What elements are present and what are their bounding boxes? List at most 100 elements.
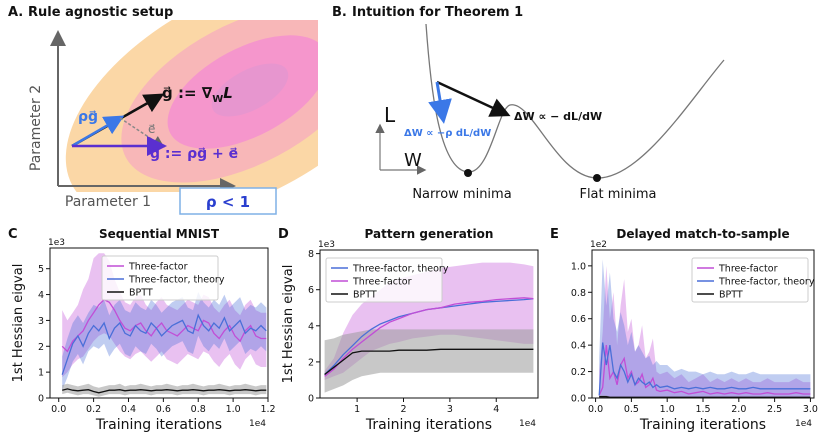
legend-label: BPTT xyxy=(353,290,377,301)
panel-b-title: Intuition for Theorem 1 xyxy=(352,5,523,20)
legend-label: Three-factor xyxy=(128,262,188,273)
y-tick-label: 8 xyxy=(308,249,314,260)
legend-box xyxy=(691,257,809,303)
x-axis-label: Training iterations xyxy=(365,417,492,433)
flat-minimum-point xyxy=(593,174,601,182)
axis-W-label: W xyxy=(404,150,422,171)
legend-label: BPTT xyxy=(719,290,743,301)
series-line xyxy=(598,345,811,396)
rho-g-arrow xyxy=(71,115,125,148)
y-tick-label: 4 xyxy=(308,321,314,332)
chart-c: C Sequential MNIST 0.0 0.2 0.4 0.6 0.8 1.0 1.2 0 1… xyxy=(8,227,276,433)
panel-label: E xyxy=(550,227,559,242)
series-line xyxy=(62,388,267,394)
param2-label: Parameter 2 xyxy=(28,85,44,171)
axis-L-label: L xyxy=(384,103,396,127)
eq-approx-grad: ĝ⃗ := ρg⃗ + e⃗ xyxy=(150,146,238,162)
series-line xyxy=(61,298,267,353)
legend-label: Three-factor, theory xyxy=(718,277,815,288)
x-tick-label: 1 xyxy=(354,404,360,415)
rho-condition-box xyxy=(179,187,277,215)
confidence-band xyxy=(324,329,534,393)
y-multiplier: 1e2 xyxy=(590,240,607,250)
confidence-band xyxy=(324,262,534,380)
x-tick-label: 4 xyxy=(493,404,499,415)
y-tick-label: 0.0 xyxy=(571,394,586,405)
eq-flat-step: ΔW ∝ − dL/dW xyxy=(514,110,602,123)
x-multiplier: 1e4 xyxy=(249,419,266,429)
eq-noise: e⃗ xyxy=(148,122,155,136)
y-tick-label: 3 xyxy=(38,316,44,327)
x-axis-label: Training iterations xyxy=(95,417,222,433)
y-tick-label: 2 xyxy=(38,342,44,353)
plot-frame xyxy=(319,249,539,399)
panel-a-label: A. xyxy=(8,5,23,20)
contour-core xyxy=(211,63,289,117)
rho-condition: ρ < 1 xyxy=(206,193,250,211)
narrow-minima-label: Narrow minima xyxy=(412,187,511,202)
x-multiplier: 1e4 xyxy=(795,419,812,429)
y-tick-label: 0.2 xyxy=(571,367,586,378)
eq-rho-g: ρg⃗ xyxy=(78,109,98,125)
y-tick-label: 0 xyxy=(308,394,314,405)
x-axis-label: Training iterations xyxy=(639,417,766,433)
chart-e: E Delayed match-to-sample 0.0 0.5 1.0 1.5 2.0 2… xyxy=(550,227,818,433)
plot-frame xyxy=(49,247,269,399)
x-tick-label: 1.0 xyxy=(226,404,241,415)
x-tick-label: 1.5 xyxy=(695,404,710,415)
confidence-band xyxy=(599,265,811,398)
eq-narrow-step: ΔW ∝ −ρ dL/dW xyxy=(404,128,491,139)
y-tick-label: 0.4 xyxy=(571,341,586,352)
y-tick-label: 0 xyxy=(38,394,44,405)
series-line xyxy=(324,348,534,376)
chart-title: Sequential MNIST xyxy=(99,227,220,241)
chart-d: D Pattern generation 1 2 3 4 0 2 4 6 8 1e3 1e4 Traini… xyxy=(278,227,539,433)
x-tick-label: 2 xyxy=(400,404,406,415)
x-tick-label: 2.5 xyxy=(767,404,782,415)
legend-box xyxy=(325,257,443,303)
flat-minima-label: Flat minima xyxy=(579,187,656,202)
x-tick-label: 1.0 xyxy=(660,404,675,415)
y-axis-label: 1st Hessian eigval xyxy=(11,264,26,383)
panel-b: B. Intuition for Theorem 1 L W ΔW ∝ −ρ d… xyxy=(332,5,725,202)
x-tick-label: 0.0 xyxy=(588,404,603,415)
y-tick-label: 6 xyxy=(308,285,314,296)
x-multiplier: 1e4 xyxy=(519,419,536,429)
loss-landscape-curve xyxy=(425,23,725,179)
series-line xyxy=(598,342,811,396)
full-gradient-step xyxy=(436,80,511,117)
confidence-band xyxy=(599,259,811,398)
legend-label: Three-factor xyxy=(718,264,778,275)
panel-a: A. Rule agnostic setup Parameter 2 Param… xyxy=(8,5,318,215)
y-tick-label: 1 xyxy=(38,368,44,379)
y-tick-label: 0.6 xyxy=(571,314,586,325)
x-tick-label: 0.4 xyxy=(121,404,136,415)
y-tick-label: 5 xyxy=(38,264,44,275)
legend-label: Three-factor, theory xyxy=(352,264,449,275)
x-tick-label: 3 xyxy=(447,404,453,415)
series-line xyxy=(61,313,267,375)
x-tick-label: 0.0 xyxy=(51,404,66,415)
x-tick-label: 0.2 xyxy=(86,404,101,415)
y-multiplier: 1e3 xyxy=(48,238,65,248)
series-line xyxy=(324,297,534,377)
y-axis-label: 1st Hessian eigval xyxy=(281,265,296,384)
y-tick-label: 4 xyxy=(38,290,44,301)
x-tick-label: 3.0 xyxy=(803,404,818,415)
panel-a-title: Rule agnostic setup xyxy=(28,5,173,20)
eq-g-def: g⃗ := ∇WL xyxy=(162,84,233,105)
y-tick-label: 1.0 xyxy=(571,261,586,272)
x-tick-label: 0.6 xyxy=(156,404,171,415)
param1-label: Parameter 1 xyxy=(65,194,151,210)
chart-title: Delayed match-to-sample xyxy=(616,227,789,241)
loss-contours xyxy=(65,20,318,192)
y-multiplier: 1e3 xyxy=(318,240,335,250)
series-line xyxy=(599,396,811,398)
confidence-band xyxy=(62,292,267,391)
legend-label: Three-factor, theory xyxy=(128,275,225,286)
scaled-gradient-step xyxy=(428,81,452,124)
y-tick-label: 0.8 xyxy=(571,288,586,299)
panel-b-label: B. xyxy=(332,5,347,20)
panel-label: C xyxy=(8,227,18,242)
